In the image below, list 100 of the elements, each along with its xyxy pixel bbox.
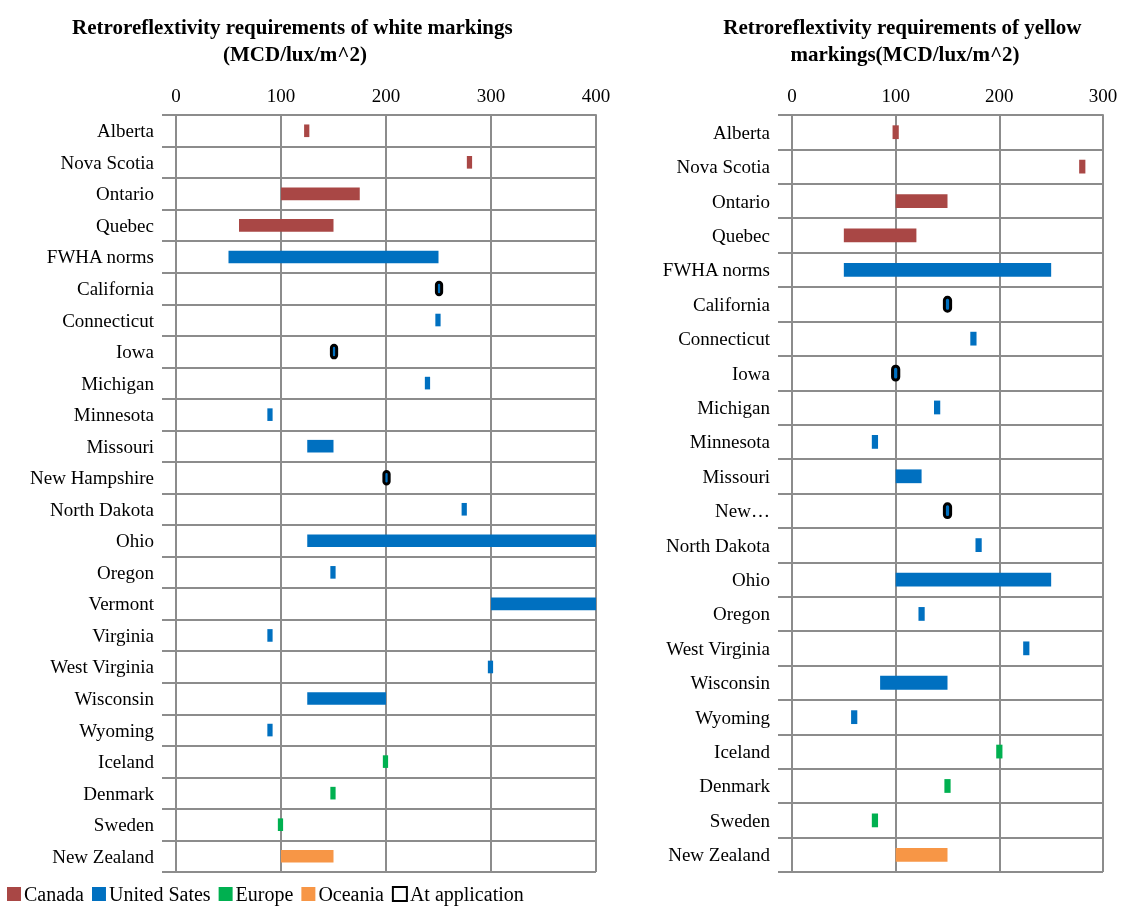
bar [970,331,977,346]
y-tick-label: Missouri [702,465,770,487]
bar [424,376,431,390]
y-tick-label: North Dakota [50,498,155,520]
y-tick-label: FWHA norms [46,246,154,268]
y-tick-label: Wyoming [79,719,155,741]
y-tick-label: North Dakota [666,534,771,556]
y-tick-label: Quebec [711,224,770,246]
y-tick-label: West Virginia [50,656,155,678]
bar [895,469,922,484]
legend-label: Canada [24,883,85,905]
bar [330,566,336,579]
bar [918,607,925,621]
y-tick-label: Virginia [92,624,155,646]
bar [267,629,273,642]
y-tick-label: Alberta [97,120,155,142]
bar [851,710,858,725]
legend-label: Oceania [318,883,385,905]
bar [944,779,951,793]
y-tick-label: Wisconsin [74,688,155,710]
bar [304,124,310,138]
legend-label: At application [409,883,524,906]
y-tick-label: Quebec [95,214,154,236]
bar [267,723,273,737]
bar [892,125,899,140]
bar [307,439,334,453]
x-tick-label: 300 [1088,85,1118,106]
bar [330,786,336,800]
bar [1023,641,1030,656]
y-tick-label: California [76,277,155,299]
y-tick-label: Nova Scotia [60,151,155,173]
bar [281,187,360,201]
y-tick-label: Michigan [81,372,155,394]
bar [382,755,389,768]
y-tick-label: Michigan [697,396,771,418]
bar [466,156,473,169]
y-tick-label: New Zealand [52,845,155,867]
legend-label: Europe [235,883,294,906]
x-tick-label: 200 [371,85,401,106]
bar [975,538,982,552]
bar [239,219,334,232]
y-tick-label: Nova Scotia [676,156,771,178]
y-tick-label: Ontario [95,183,154,205]
y-tick-label: Minnesota [73,404,155,426]
x-tick-label: 200 [985,85,1014,106]
y-tick-label: Ohio [116,530,154,552]
y-tick-label: New Hampshire [30,467,154,489]
bar [307,692,386,705]
y-tick-label: Wyoming [695,706,771,728]
y-tick-label: Iceland [98,751,155,773]
x-tick-label: 400 [581,85,611,106]
x-tick-label: 0 [787,85,797,106]
bar [871,435,879,449]
bar [435,313,441,327]
x-tick-label: 100 [881,85,910,106]
x-tick-label: 100 [266,85,296,106]
y-tick-label: Oregon [713,603,771,625]
bar [491,597,596,611]
bar [267,408,273,421]
bar [281,849,334,863]
bar [996,744,1003,759]
y-tick-label: Alberta [713,121,771,143]
bar [871,813,879,828]
y-tick-label: Iowa [116,341,155,363]
bar [895,194,948,208]
y-tick-label: Ohio [732,569,770,591]
y-tick-label: California [692,293,771,315]
y-tick-label: Vermont [88,593,155,615]
y-tick-label: Ontario [711,190,770,212]
y-tick-label: Oregon [97,561,155,583]
x-tick-label: 0 [171,85,181,106]
y-tick-label: New Zealand [668,844,771,866]
bar [228,250,439,264]
legend-label: United Sates [108,883,211,905]
y-tick-label: Denmark [83,782,155,804]
y-tick-label: Missouri [86,435,154,457]
y-tick-label: West Virginia [666,637,771,659]
y-tick-label: Minnesota [689,431,771,453]
bar [307,534,596,548]
bar [461,502,467,516]
y-tick-label: Iceland [714,741,771,763]
bar [934,400,941,415]
y-tick-label: Denmark [699,775,771,797]
y-tick-label: Connecticut [678,328,771,350]
y-tick-label: Sweden [709,809,771,831]
y-tick-label: New… [715,500,770,522]
y-tick-label: Sweden [93,814,155,836]
chart-title: Retroreflextivity requirements of yellow markings(MCD/lux/m^2) [723,14,1087,66]
bar [277,818,284,831]
y-tick-label: Connecticut [62,309,155,331]
y-tick-label: FWHA norms [662,259,770,281]
bar [843,262,1052,277]
bar [487,660,494,674]
x-tick-label: 300 [476,85,506,106]
bar [895,572,1052,587]
y-tick-label: Iowa [732,362,771,384]
chart-title: Retroreflextivity requirements of white markings (MCD/lux/m^2) [72,14,518,66]
bar [880,675,948,690]
bar [1079,159,1086,174]
y-tick-label: Wisconsin [690,672,771,694]
